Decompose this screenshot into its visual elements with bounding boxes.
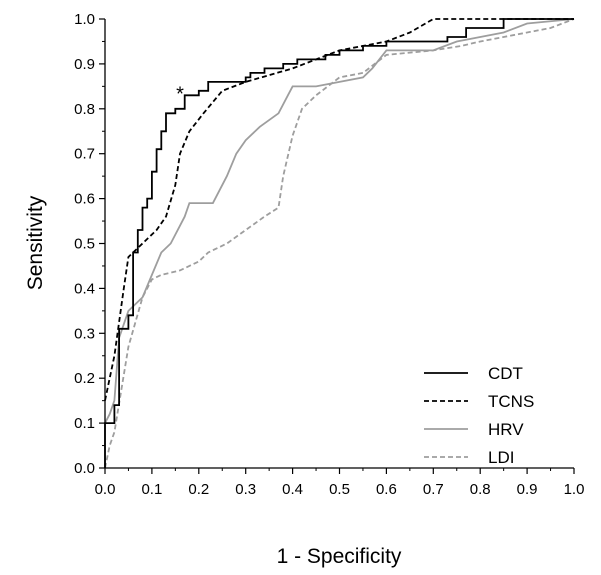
y-tick-label: 0.3 bbox=[74, 325, 95, 342]
x-tick-label: 0.9 bbox=[517, 481, 538, 498]
x-tick-label: 0.7 bbox=[423, 481, 444, 498]
y-tick-label: 0.9 bbox=[74, 56, 95, 73]
series-line-cdt bbox=[104, 18, 574, 468]
x-tick-label: 0.5 bbox=[329, 481, 350, 498]
x-axis-title: 1 - Specificity bbox=[277, 545, 402, 568]
x-tick-label: 0.2 bbox=[188, 481, 209, 498]
legend-label-ldi: LDI bbox=[488, 448, 514, 467]
y-axis-title: Sensitivity bbox=[24, 195, 47, 290]
legend-label-tcns: TCNS bbox=[488, 392, 534, 411]
legend: CDT TCNS HRV LDI bbox=[424, 364, 534, 467]
x-tick-label: 0.0 bbox=[95, 481, 116, 498]
x-tick-label: 0.6 bbox=[376, 481, 397, 498]
y-tick-label: 0.0 bbox=[74, 460, 95, 477]
y-tick-label: 0.7 bbox=[74, 146, 95, 163]
x-tick-label: 0.1 bbox=[141, 481, 162, 498]
x-tick-label: 0.4 bbox=[282, 481, 303, 498]
y-tick-label: 0.4 bbox=[74, 280, 95, 297]
y-tick-label: 1.0 bbox=[74, 11, 95, 28]
y-tick-label: 0.1 bbox=[74, 415, 95, 432]
y-tick-label: 0.2 bbox=[74, 370, 95, 387]
significance-asterisk: * bbox=[176, 84, 184, 106]
y-ticks: 0.0 0.1 0.2 0.3 0.4 0.5 0.6 0.7 0.8 0.9 1.0 bbox=[74, 11, 105, 477]
plot-lines bbox=[104, 18, 575, 469]
series-line-tcns bbox=[104, 18, 574, 401]
y-tick-label: 0.8 bbox=[74, 101, 95, 118]
series-line-hrv bbox=[104, 18, 575, 424]
x-ticks: 0.0 0.1 0.2 0.3 0.4 0.5 0.6 0.7 0.8 0.9 1.0 bbox=[95, 468, 585, 498]
legend-label-hrv: HRV bbox=[488, 420, 524, 439]
y-tick-label: 0.5 bbox=[74, 236, 95, 253]
x-tick-label: 0.3 bbox=[235, 481, 256, 498]
x-tick-label: 1.0 bbox=[564, 481, 585, 498]
legend-label-cdt: CDT bbox=[488, 364, 523, 383]
y-tick-label: 0.6 bbox=[74, 191, 95, 208]
x-tick-label: 0.8 bbox=[470, 481, 491, 498]
